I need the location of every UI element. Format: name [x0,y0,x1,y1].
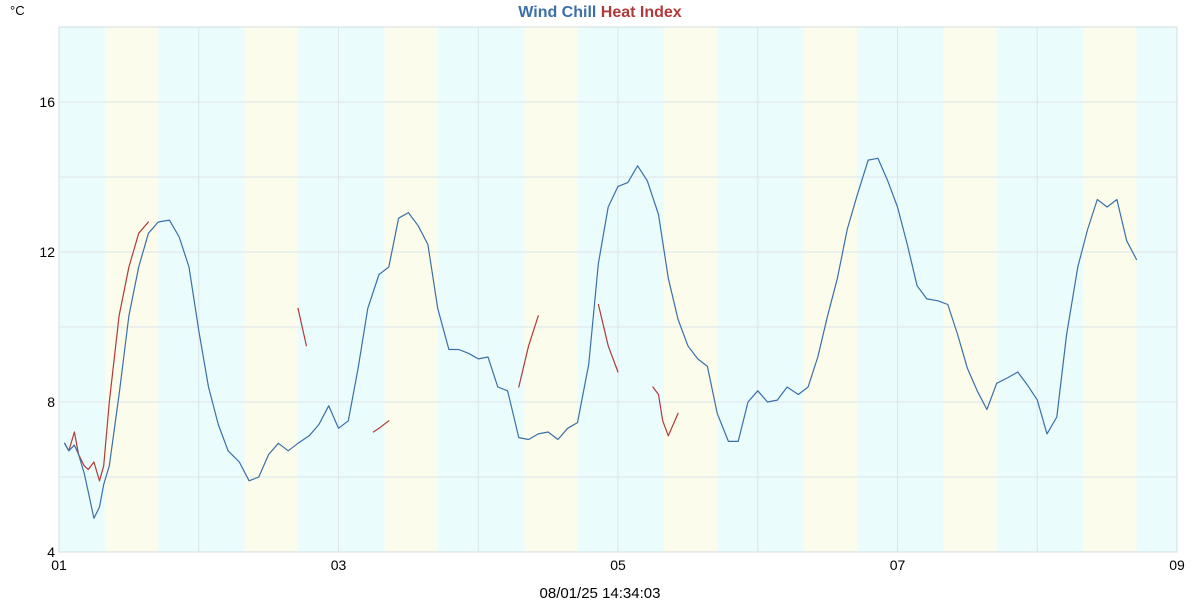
day-night-bands [59,27,1177,552]
band-9 [664,27,718,552]
x-tick-label-07: 07 [890,557,906,573]
title-part-wind-chill: Wind Chill [518,4,596,21]
band-8 [577,27,665,552]
band-0 [59,27,106,552]
band-16 [1136,27,1177,552]
y-tick-label-16: 16 [39,94,55,110]
band-15 [1083,27,1137,552]
x-tick-label-05: 05 [610,557,626,573]
y-tick-label-12: 12 [39,244,55,260]
y-unit-label: °C [10,3,25,18]
series-lines [63,157,1138,519]
band-6 [437,27,525,552]
band-2 [158,27,245,552]
band-7 [524,27,578,552]
band-11 [803,27,857,552]
band-4 [297,27,385,552]
x-tick-label-03: 03 [331,557,347,573]
x-tick-label-09: 09 [1169,557,1185,573]
band-12 [856,27,944,552]
timestamp-label: 08/01/25 14:34:03 [540,585,661,600]
x-tick-labels: 01 03 05 07 09 [51,557,1185,573]
series-line-heat-index [63,221,679,482]
plot-frame [58,26,1178,553]
band-1 [105,27,159,552]
band-13 [943,27,997,552]
y-tick-label-4: 4 [47,544,55,560]
title-part-heat-index: Heat Index [596,4,681,21]
band-3 [244,27,298,552]
y-tick-label-8: 8 [47,394,55,410]
band-14 [996,27,1084,552]
chart-title: Wind Chill Heat Index [518,4,682,21]
x-tick-label-01: 01 [51,557,67,573]
band-10 [717,27,804,552]
series-line-wind-chill [63,157,1138,519]
band-5 [384,27,438,552]
y-tick-labels: 4 8 12 16 [39,94,55,560]
